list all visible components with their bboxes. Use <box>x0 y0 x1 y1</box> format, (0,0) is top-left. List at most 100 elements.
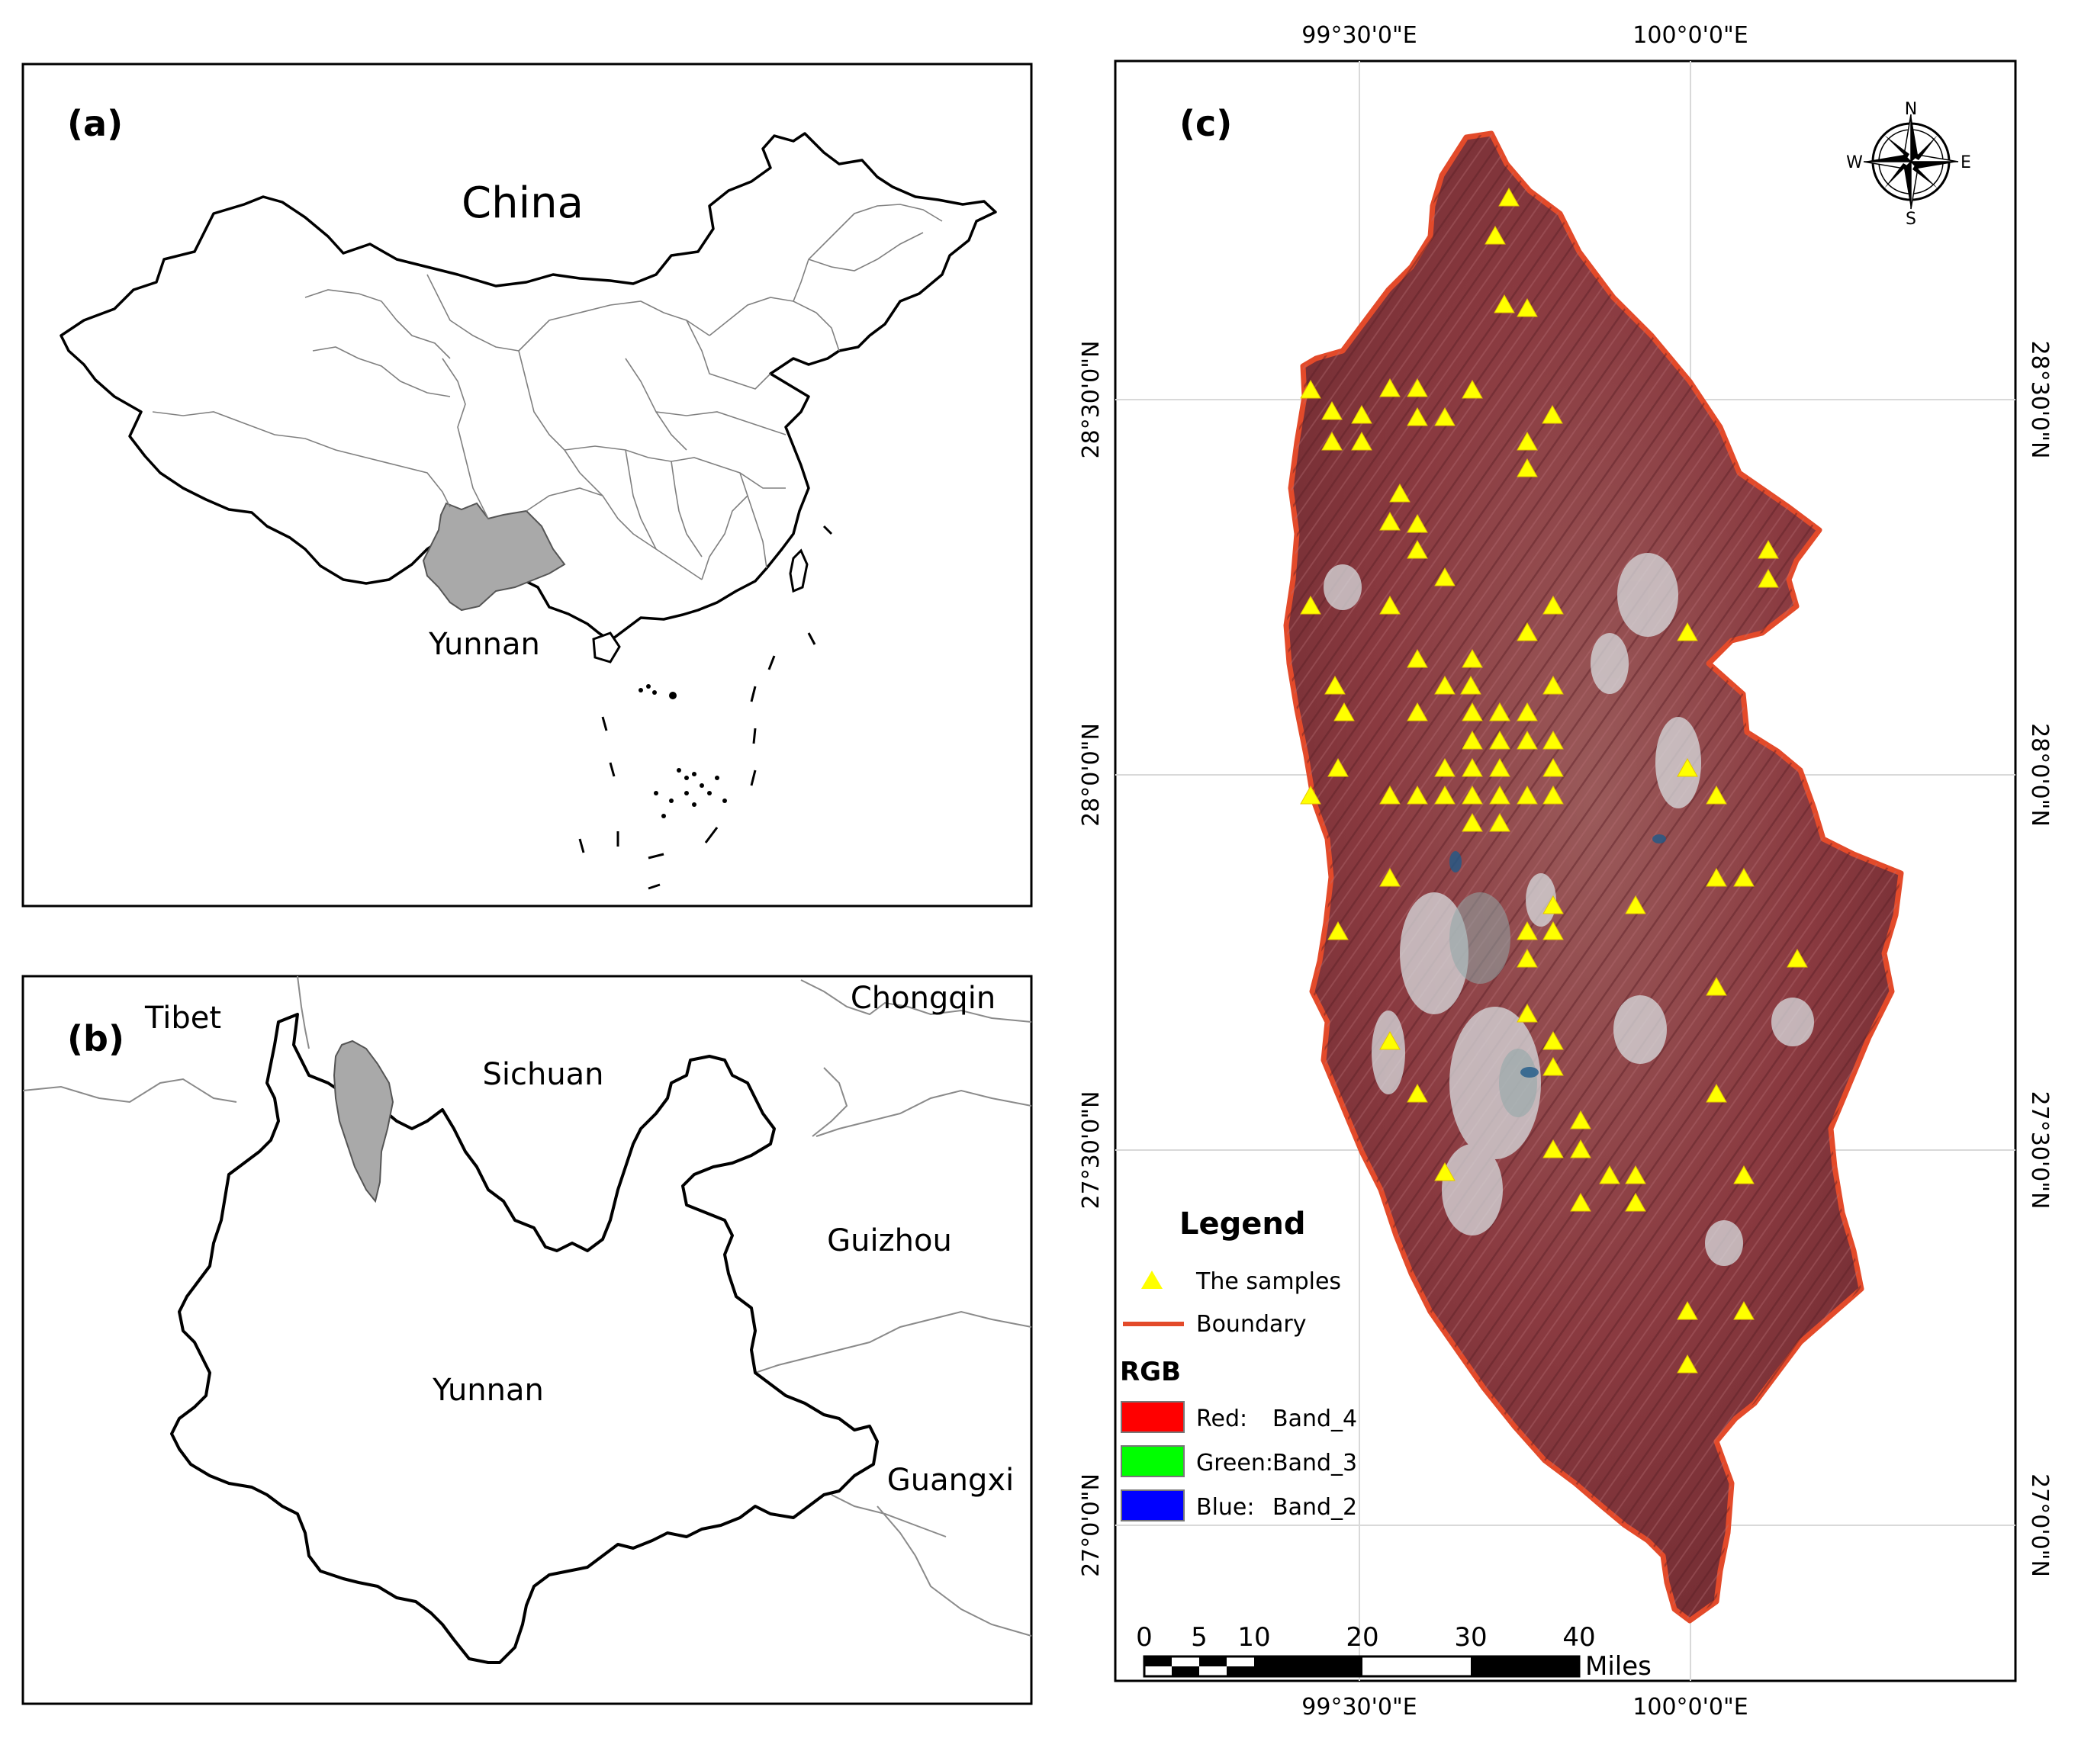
sample-marker <box>1462 730 1483 750</box>
sample-marker <box>1407 785 1428 805</box>
sample-marker <box>1570 1139 1591 1158</box>
sample-marker <box>1498 187 1520 207</box>
valley-patches <box>1449 892 1537 1117</box>
sample-marker <box>1407 648 1428 668</box>
sample-marker <box>1706 867 1727 887</box>
sample-marker <box>1517 458 1538 477</box>
south-china-sea-islands <box>639 684 727 818</box>
legend-red-label: Red: <box>1196 1406 1247 1432</box>
sample-marker <box>1489 702 1510 721</box>
sample-marker <box>1407 702 1428 721</box>
lat-tick-right-1: 28°30'0"N <box>2026 341 2053 459</box>
sample-marker <box>1407 378 1428 397</box>
sichuan-label: Sichuan <box>482 1057 603 1092</box>
sample-marker <box>1677 622 1698 641</box>
sample-marker <box>1542 1030 1564 1050</box>
sample-marker <box>1517 431 1538 451</box>
sample-marker <box>1542 730 1564 750</box>
legend-blue-swatch <box>1121 1489 1185 1521</box>
lon-tick-top-1: 99°30'0"E <box>1301 22 1417 49</box>
guizhou-label: Guizhou <box>827 1223 952 1258</box>
sample-marker <box>1434 406 1456 426</box>
sample-marker <box>1542 1056 1564 1076</box>
lat-tick-left-3: 27°30'0"N <box>1078 1091 1105 1210</box>
legend-green-band: Band_3 <box>1272 1450 1357 1476</box>
sample-marker <box>1407 539 1428 559</box>
taiwan-island <box>789 548 809 593</box>
sample-marker <box>1625 1192 1646 1212</box>
scale-tick-30: 30 <box>1454 1622 1487 1653</box>
sample-marker <box>1434 757 1456 777</box>
sample-marker <box>1351 404 1372 424</box>
scale-tick-5: 5 <box>1191 1622 1208 1653</box>
china-label: China <box>462 178 584 228</box>
sample-marker <box>1517 785 1538 805</box>
sample-markers <box>1300 187 1808 1374</box>
sample-marker <box>1379 1030 1401 1050</box>
legend-rgb-title: RGB <box>1120 1357 1181 1387</box>
sample-marker <box>1462 812 1483 832</box>
sample-marker <box>1379 867 1401 887</box>
sample-marker <box>1324 675 1346 695</box>
sample-marker <box>1300 785 1321 805</box>
sample-marker <box>1489 812 1510 832</box>
sample-marker <box>1327 757 1349 777</box>
panel-a: (a) <box>21 63 1033 908</box>
sample-marker <box>1542 595 1564 615</box>
sample-marker <box>1677 1354 1698 1374</box>
terrain-texture <box>1286 133 1901 1621</box>
lakes <box>1449 834 1666 1078</box>
sample-marker <box>1489 757 1510 777</box>
chongqin-label: Chongqin <box>851 981 996 1016</box>
sample-marker <box>1485 225 1506 245</box>
sample-marker <box>1517 622 1538 641</box>
legend-green-label: Green: <box>1196 1450 1273 1476</box>
sample-marker <box>1351 431 1372 451</box>
sample-marker <box>1517 297 1538 317</box>
yunnan-label-a: Yunnan <box>428 627 540 662</box>
panel-b: (b) Tibet Sichuan Chongqin Guizhou Yunna… <box>21 975 1033 1705</box>
legend-red-swatch <box>1121 1401 1185 1433</box>
sample-marker <box>1462 757 1483 777</box>
sample-marker <box>1494 294 1515 313</box>
sample-marker <box>1677 1300 1698 1320</box>
tibet-label: Tibet <box>144 1001 221 1036</box>
sample-marker <box>1758 568 1779 588</box>
snow-patches <box>1324 553 1814 1266</box>
map-legend: Legend The samples Boundary RGB Red: Ban… <box>1120 1207 1357 1521</box>
legend-boundary-label: Boundary <box>1196 1311 1306 1338</box>
sample-marker <box>1462 379 1483 399</box>
compass-n: N <box>1905 100 1917 119</box>
south-china-sea-lines <box>578 525 833 890</box>
lat-tick-left-1: 28°30'0"N <box>1078 341 1105 459</box>
sample-marker <box>1517 730 1538 750</box>
compass-e: E <box>1961 153 1971 172</box>
sample-marker <box>1333 702 1355 721</box>
lat-tick-right-2: 28°0'0"N <box>2026 723 2053 827</box>
sample-marker <box>1379 595 1401 615</box>
sample-marker <box>1542 1139 1564 1158</box>
panel-c-label: (c) <box>1179 103 1232 144</box>
compass-s: S <box>1906 210 1916 229</box>
lat-tick-right-3: 27°30'0"N <box>2026 1091 2053 1210</box>
sample-marker <box>1542 895 1564 914</box>
sample-marker <box>1300 379 1321 399</box>
hainan-island <box>592 631 621 664</box>
sample-marker <box>1733 867 1755 887</box>
study-area-region <box>1283 130 1904 1624</box>
neighbour-borders-b <box>22 975 1032 1637</box>
scale-bar: 0 5 10 20 30 40 Miles <box>1136 1622 1652 1682</box>
scale-tick-40: 40 <box>1562 1622 1595 1653</box>
sample-marker <box>1625 895 1646 914</box>
sample-marker <box>1462 648 1483 668</box>
sample-marker <box>1625 1165 1646 1184</box>
sample-marker <box>1599 1165 1620 1184</box>
yunnan-highlight-a <box>422 502 566 612</box>
sample-marker <box>1706 785 1727 805</box>
sample-marker <box>1733 1165 1755 1184</box>
sample-marker <box>1517 948 1538 968</box>
legend-blue-band: Band_2 <box>1272 1494 1357 1521</box>
legend-samples-label: The samples <box>1195 1268 1341 1295</box>
sample-marker <box>1758 539 1779 559</box>
